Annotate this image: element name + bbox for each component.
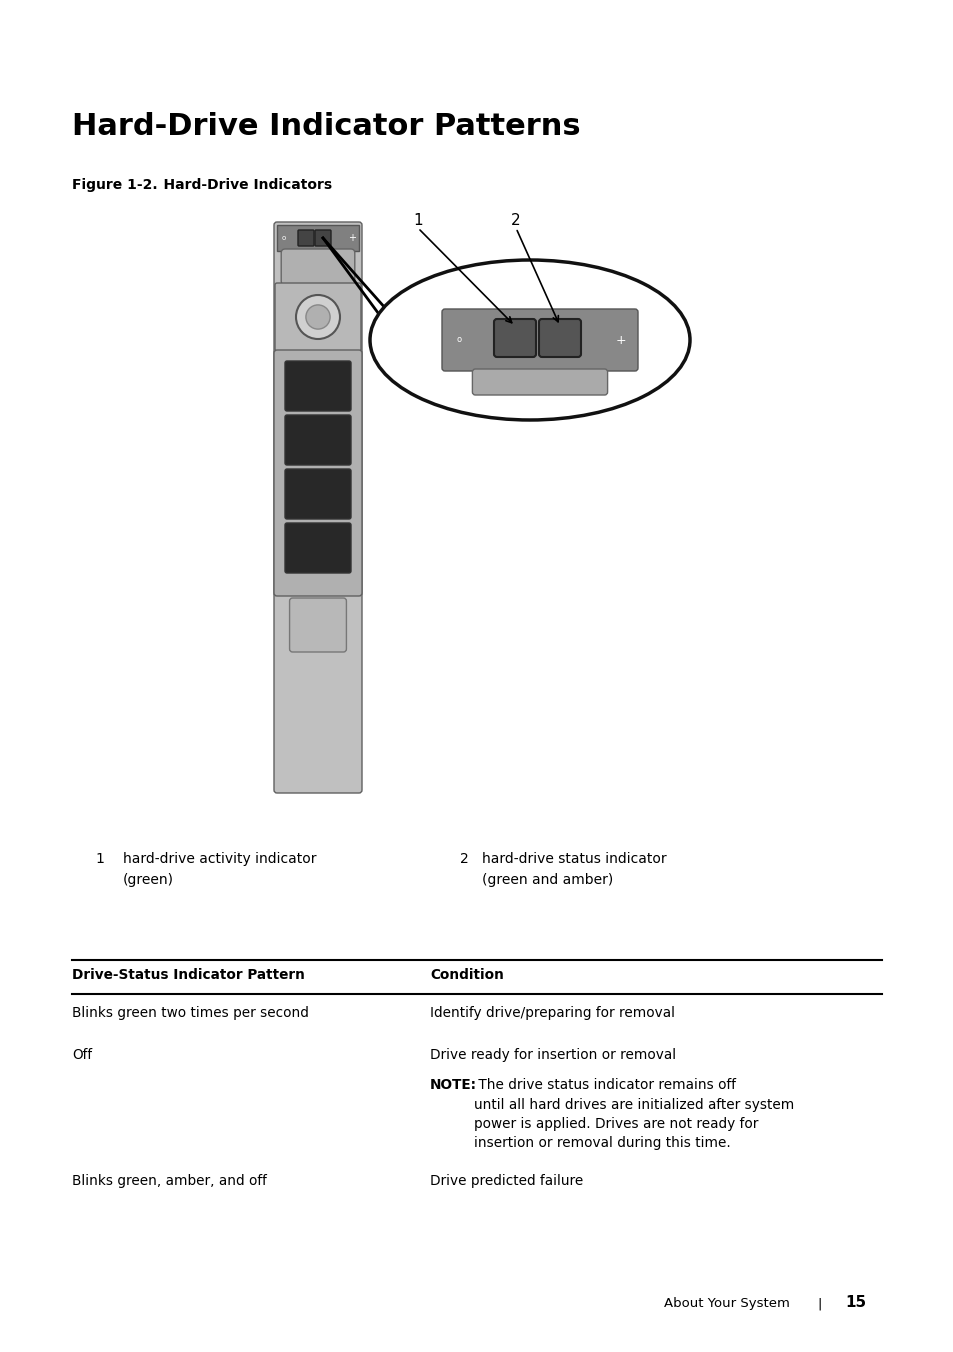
Text: 2: 2 bbox=[459, 852, 468, 867]
Text: 1: 1 bbox=[95, 852, 104, 867]
Text: Drive predicted failure: Drive predicted failure bbox=[430, 1174, 582, 1188]
Circle shape bbox=[295, 295, 339, 339]
Text: Blinks green two times per second: Blinks green two times per second bbox=[71, 1006, 309, 1019]
Text: Identify drive/preparing for removal: Identify drive/preparing for removal bbox=[430, 1006, 675, 1019]
FancyBboxPatch shape bbox=[285, 469, 351, 519]
Circle shape bbox=[306, 306, 330, 329]
Text: Hard-Drive Indicator Patterns: Hard-Drive Indicator Patterns bbox=[71, 112, 580, 141]
Text: o: o bbox=[281, 235, 286, 241]
Text: Condition: Condition bbox=[430, 968, 503, 982]
Text: Drive-Status Indicator Pattern: Drive-Status Indicator Pattern bbox=[71, 968, 305, 982]
Text: Figure 1-2.: Figure 1-2. bbox=[71, 178, 157, 192]
Text: 2: 2 bbox=[511, 214, 520, 228]
Text: Hard-Drive Indicators: Hard-Drive Indicators bbox=[144, 178, 332, 192]
FancyBboxPatch shape bbox=[285, 523, 351, 573]
FancyBboxPatch shape bbox=[274, 222, 361, 794]
FancyBboxPatch shape bbox=[285, 415, 351, 465]
FancyBboxPatch shape bbox=[285, 361, 351, 411]
FancyBboxPatch shape bbox=[274, 283, 360, 352]
FancyBboxPatch shape bbox=[290, 598, 346, 652]
Text: |: | bbox=[817, 1297, 821, 1310]
FancyBboxPatch shape bbox=[441, 310, 638, 370]
Text: Blinks green, amber, and off: Blinks green, amber, and off bbox=[71, 1174, 267, 1188]
Text: +: + bbox=[348, 233, 355, 243]
FancyBboxPatch shape bbox=[274, 350, 361, 596]
FancyBboxPatch shape bbox=[276, 224, 358, 251]
Text: hard-drive activity indicator
(green): hard-drive activity indicator (green) bbox=[123, 852, 316, 887]
FancyBboxPatch shape bbox=[538, 319, 580, 357]
Text: +: + bbox=[615, 334, 626, 346]
FancyBboxPatch shape bbox=[494, 319, 536, 357]
Text: 1: 1 bbox=[413, 214, 422, 228]
Text: NOTE:: NOTE: bbox=[430, 1078, 476, 1092]
FancyBboxPatch shape bbox=[297, 230, 314, 246]
Text: The drive status indicator remains off
until all hard drives are initialized aft: The drive status indicator remains off u… bbox=[474, 1078, 794, 1151]
Text: 15: 15 bbox=[844, 1295, 865, 1310]
Text: About Your System: About Your System bbox=[663, 1297, 789, 1310]
Text: hard-drive status indicator
(green and amber): hard-drive status indicator (green and a… bbox=[481, 852, 666, 887]
Text: o: o bbox=[456, 335, 461, 345]
Text: Drive ready for insertion or removal: Drive ready for insertion or removal bbox=[430, 1048, 676, 1063]
FancyBboxPatch shape bbox=[472, 369, 607, 395]
FancyBboxPatch shape bbox=[314, 230, 331, 246]
FancyBboxPatch shape bbox=[281, 249, 355, 285]
Text: Off: Off bbox=[71, 1048, 92, 1063]
Ellipse shape bbox=[370, 260, 689, 420]
